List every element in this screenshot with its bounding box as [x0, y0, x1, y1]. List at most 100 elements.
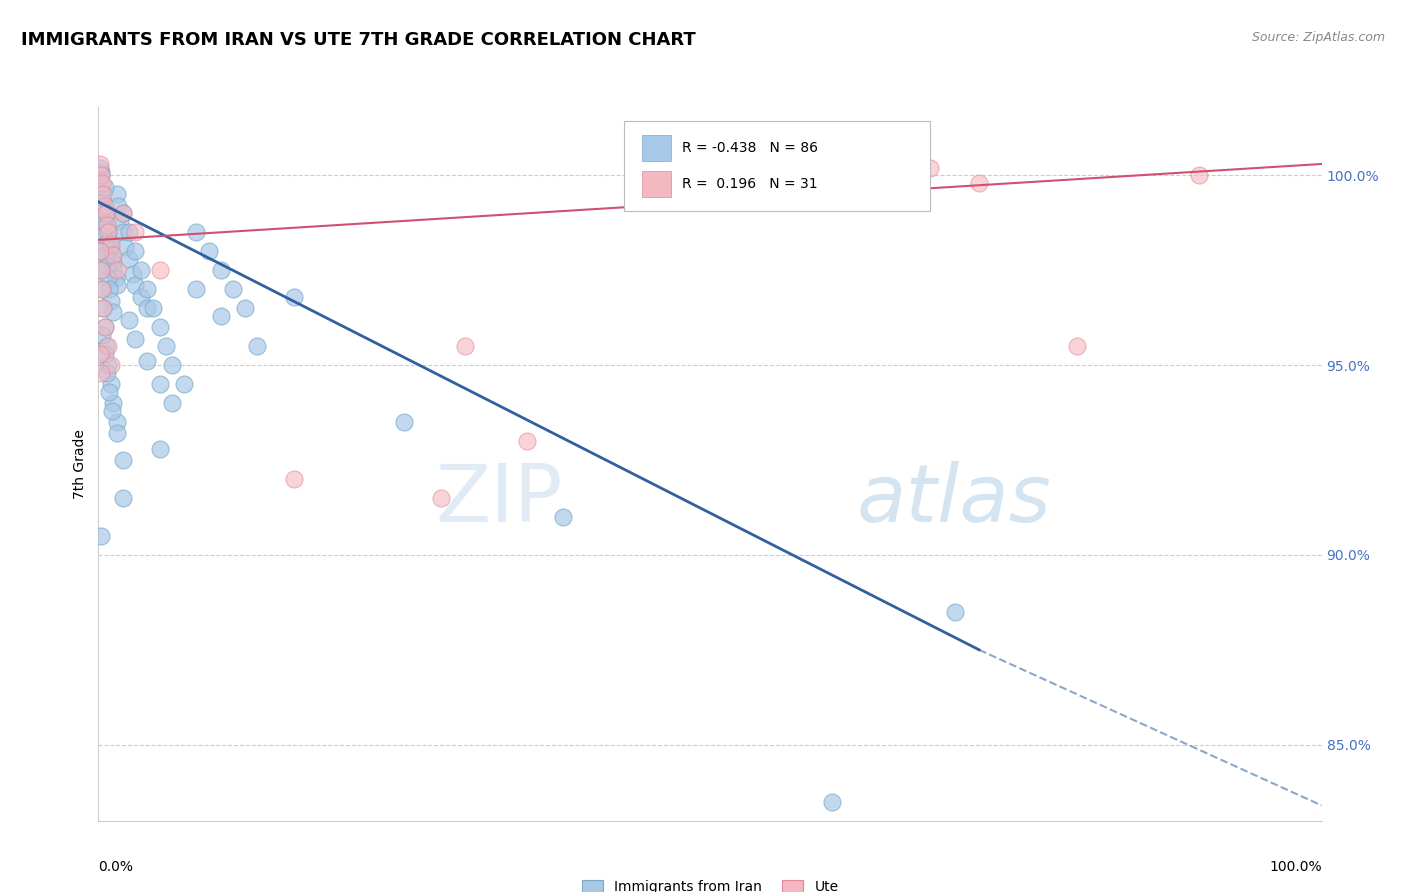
Point	[91, 282, 114, 296]
Point	[101, 396, 124, 410]
Point	[94, 248, 117, 262]
Point	[96, 260, 118, 274]
Point	[91, 327, 114, 342]
Point	[100, 236, 122, 251]
Point	[91, 218, 114, 232]
Point	[129, 263, 152, 277]
Point	[553, 510, 575, 524]
Point	[90, 206, 112, 220]
Point	[114, 240, 136, 254]
Point	[91, 194, 114, 209]
Point	[967, 176, 990, 190]
Point	[90, 169, 112, 183]
Text: ZIP: ZIP	[436, 460, 564, 539]
Point	[93, 199, 115, 213]
Point	[105, 187, 128, 202]
Point	[105, 278, 128, 293]
Text: R = -0.438   N = 86: R = -0.438 N = 86	[682, 141, 818, 155]
FancyBboxPatch shape	[641, 171, 671, 197]
Point	[96, 218, 118, 232]
Point	[93, 202, 115, 217]
Point	[149, 377, 172, 392]
Point	[100, 358, 122, 372]
Point	[121, 267, 143, 281]
Point	[136, 354, 159, 368]
Point	[90, 263, 112, 277]
Point	[136, 301, 159, 316]
Point	[97, 270, 120, 285]
Point	[105, 426, 128, 441]
Point	[90, 169, 112, 183]
Point	[89, 176, 111, 190]
Point	[209, 309, 232, 323]
Point	[124, 244, 146, 259]
Point	[430, 491, 453, 505]
Point	[111, 206, 134, 220]
Point	[149, 263, 172, 277]
Point	[283, 472, 305, 486]
Point	[94, 210, 117, 224]
Point	[103, 263, 125, 277]
Point	[246, 339, 269, 353]
Point	[124, 278, 146, 293]
Point	[105, 415, 128, 429]
Point	[89, 161, 111, 175]
Point	[98, 282, 121, 296]
Point	[98, 384, 121, 399]
Point	[173, 377, 195, 392]
Point	[91, 301, 114, 316]
Point	[96, 366, 118, 380]
Point	[90, 529, 112, 543]
Point	[89, 347, 111, 361]
Point	[93, 320, 115, 334]
Point	[94, 339, 117, 353]
Point	[89, 157, 111, 171]
Point	[111, 206, 134, 220]
Point	[97, 225, 120, 239]
Point	[160, 396, 183, 410]
Point	[136, 282, 159, 296]
Point	[186, 225, 208, 239]
Point	[111, 491, 134, 505]
Point	[104, 270, 127, 285]
Point	[943, 605, 966, 619]
Point	[93, 236, 115, 251]
Point	[94, 206, 117, 220]
Point	[124, 332, 146, 346]
Text: Source: ZipAtlas.com: Source: ZipAtlas.com	[1251, 31, 1385, 45]
Point	[101, 403, 124, 417]
Point	[93, 320, 115, 334]
Text: 0.0%: 0.0%	[98, 860, 134, 874]
Point	[1066, 339, 1088, 353]
Point	[197, 244, 219, 259]
Point	[101, 248, 124, 262]
FancyBboxPatch shape	[641, 135, 671, 161]
Point	[89, 244, 111, 259]
Point	[186, 282, 208, 296]
Point	[149, 442, 172, 456]
Point	[91, 187, 114, 202]
Point	[160, 358, 183, 372]
Text: IMMIGRANTS FROM IRAN VS UTE 7TH GRADE CORRELATION CHART: IMMIGRANTS FROM IRAN VS UTE 7TH GRADE CO…	[21, 31, 696, 49]
Point	[142, 301, 165, 316]
Point	[100, 240, 122, 254]
Text: atlas: atlas	[856, 460, 1052, 539]
Point	[91, 176, 114, 190]
Point	[96, 218, 118, 232]
Point	[89, 244, 111, 259]
Point	[209, 263, 232, 277]
Point	[129, 290, 152, 304]
Y-axis label: 7th Grade: 7th Grade	[73, 429, 87, 499]
Point	[101, 305, 124, 319]
Point	[1188, 169, 1211, 183]
Point	[920, 161, 942, 175]
Point	[97, 358, 120, 372]
Text: 100.0%: 100.0%	[1270, 860, 1322, 874]
Legend: Immigrants from Iran, Ute: Immigrants from Iran, Ute	[576, 874, 844, 892]
Point	[111, 453, 134, 467]
FancyBboxPatch shape	[624, 121, 931, 211]
Point	[100, 377, 122, 392]
Point	[90, 263, 112, 277]
Text: R =  0.196   N = 31: R = 0.196 N = 31	[682, 177, 817, 191]
Point	[111, 225, 134, 239]
